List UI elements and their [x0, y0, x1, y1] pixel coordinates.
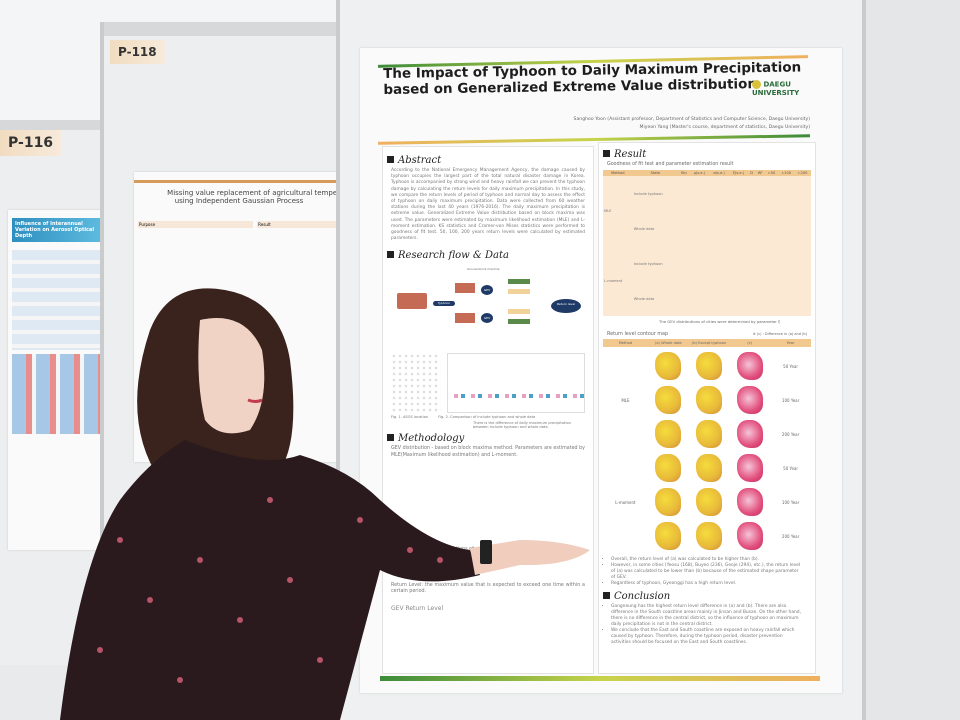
conclusion-heading: Conclusion — [603, 591, 811, 602]
table-row — [603, 218, 811, 225]
contour-row: MLE 100 Year — [603, 383, 811, 417]
contour-map — [655, 352, 682, 380]
research-heading: Research flow & Data — [387, 250, 589, 261]
table-row — [603, 239, 811, 246]
contour-map — [655, 454, 682, 482]
results-table: Method State Stn μ(s.e.) σ(s.e.) ξ(s.e.) D W² r.… — [603, 170, 811, 316]
table-row — [603, 309, 811, 316]
contour-col-header: (c) — [747, 341, 753, 345]
table-header: r.100 — [778, 170, 795, 176]
table-row — [603, 232, 811, 239]
table-row: Whole data — [603, 211, 811, 246]
contour-map — [736, 352, 763, 380]
table-row — [603, 267, 811, 274]
university-logo: DAEGU UNIVERSITY — [752, 80, 800, 97]
table-row — [603, 260, 811, 267]
right-column: Result Goodness of fit test and paramete… — [598, 142, 816, 674]
table-header: r.50 — [765, 170, 779, 176]
contour-map — [696, 522, 723, 550]
contour-map — [655, 488, 682, 516]
contour-col-header: Method — [618, 341, 633, 345]
table-header: W² — [755, 170, 766, 176]
table-row — [603, 274, 811, 281]
table-row: MLE Include typhoon — [603, 176, 811, 246]
contour-map — [736, 386, 763, 414]
research-flow-diagram: Typhoon GEV GEV Annual block maxima Retu… — [383, 263, 593, 353]
board-tag: P-116 — [0, 130, 62, 156]
table-row — [603, 190, 811, 197]
table-row — [603, 204, 811, 211]
table-header: State — [632, 170, 678, 176]
contour-row: 50 Year — [603, 349, 811, 383]
watch-icon — [480, 540, 492, 564]
wall — [866, 0, 960, 720]
table-header: μ(s.e.) — [689, 170, 710, 176]
result-bullets: Overall, the return level of (a) was cal… — [611, 557, 803, 587]
face — [198, 318, 265, 434]
table-row — [603, 225, 811, 232]
bullet-item: We conclude that the East and South coas… — [611, 628, 803, 646]
table-row: L-moment Include typhoon — [603, 246, 811, 316]
contour-map — [736, 454, 763, 482]
table-row — [603, 302, 811, 309]
table-row — [603, 253, 811, 260]
table-header: Method — [603, 170, 633, 176]
table-row — [603, 295, 811, 302]
contour-map — [696, 454, 723, 482]
research-figures — [391, 353, 585, 414]
contour-col-header: (b) Except typhoon — [691, 341, 727, 345]
left-column: Abstract According to the National Emerg… — [382, 146, 594, 674]
dress — [60, 440, 480, 720]
table-header: ξ(s.e.) — [728, 170, 749, 176]
contour-map-grid: 50 Year MLE 100 Year 200 Year 50 Year L-momen… — [603, 349, 811, 553]
contour-map — [736, 522, 763, 550]
conclusion-bullets: Gangneung has the highest return level d… — [611, 604, 803, 646]
bullet-item: However, in some cities (Yeosu (168), Bu… — [611, 563, 803, 581]
contour-row: L-moment 100 Year — [603, 485, 811, 519]
contour-row: 50 Year — [603, 451, 811, 485]
authors: Sanghoo Yoon (Assistant professor, Depar… — [573, 117, 810, 130]
board-tag: P-118 — [110, 40, 165, 64]
contour-map — [655, 420, 682, 448]
table-header: r.200 — [794, 170, 811, 176]
contour-map — [736, 420, 763, 448]
contour-row: 200 Year — [603, 417, 811, 451]
contour-map — [696, 386, 723, 414]
contour-map — [696, 420, 723, 448]
contour-row: 200 Year — [603, 519, 811, 553]
abstract-heading: Abstract — [387, 155, 589, 166]
table-row — [603, 288, 811, 295]
hand — [470, 540, 590, 575]
table-row — [603, 183, 811, 190]
bullet-item: Regardless of typhoon, Gyeonggi has a hi… — [611, 581, 803, 587]
table-header: σ(s.e.) — [709, 170, 729, 176]
abstract-text: According to the National Emergency Mana… — [391, 168, 585, 242]
methodology-heading: Methodology — [387, 433, 589, 444]
poster-board-p116: P-116 Influence of Interannual Variation… — [0, 120, 112, 665]
contour-map — [696, 488, 723, 516]
table-row — [603, 197, 811, 204]
contour-map — [696, 352, 723, 380]
contour-map — [736, 488, 763, 516]
contour-map — [655, 386, 682, 414]
table-header: D — [748, 170, 756, 176]
contour-col-header: (a) Whole data — [654, 341, 682, 345]
contour-col-header: Year — [786, 341, 795, 345]
contour-header: Method (a) Whole data (b) Except typhoon (c… — [603, 339, 811, 347]
contour-map — [655, 522, 682, 550]
result-heading: Result — [603, 149, 811, 160]
table-row: Whole data — [603, 281, 811, 316]
poster-p116: Influence of Interannual Variation on Ae… — [8, 210, 108, 550]
table-header: Stn — [677, 170, 690, 176]
bullet-item: Gangneung has the highest return level d… — [611, 604, 803, 628]
bullet-item: Overall, the return level of (a) was cal… — [611, 557, 803, 563]
